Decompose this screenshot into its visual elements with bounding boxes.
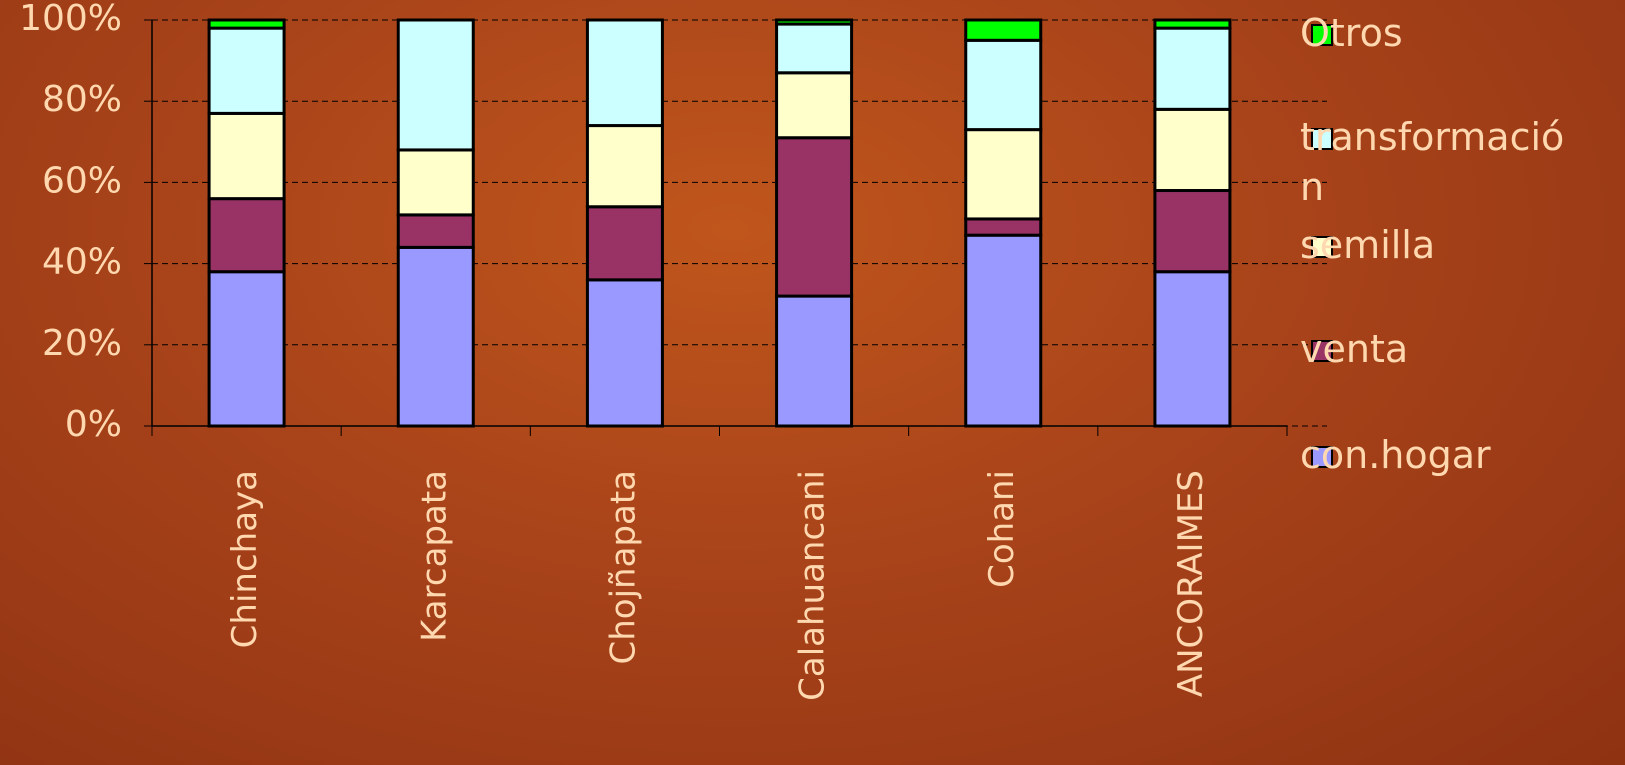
y-tick-label: 40% [42, 242, 122, 283]
x-tick-label: Chinchaya [225, 470, 265, 648]
y-tick-label: 20% [42, 323, 122, 364]
legend-label: semilla [1300, 223, 1436, 267]
bar-segment [207, 111, 286, 201]
bar-segment [396, 245, 475, 428]
bar-segment [207, 26, 286, 115]
bar-segment [775, 18, 854, 26]
bar-segment [775, 136, 854, 298]
y-tick-label: 0% [65, 404, 122, 445]
legend-label: transformación [1300, 115, 1565, 209]
legend-label: Otros [1300, 11, 1403, 55]
bar-segment [964, 128, 1043, 221]
legend-swatch [1311, 340, 1333, 362]
bar-segment [1153, 107, 1232, 193]
bar-segment [964, 18, 1043, 42]
legend-swatch [1311, 236, 1333, 258]
legend-swatch [1311, 128, 1333, 150]
bar-segment [775, 71, 854, 140]
bar-segment [396, 213, 475, 249]
y-tick-label: 80% [42, 79, 122, 120]
bar-segment [1153, 18, 1232, 30]
bar-segment [964, 233, 1043, 428]
bar-segment [775, 294, 854, 428]
legend-label: venta [1300, 327, 1409, 371]
bar-segment [775, 22, 854, 75]
bar-segment [585, 278, 664, 428]
legend-label: con.hogar [1300, 433, 1491, 477]
bar-segment [585, 18, 664, 128]
y-tick-label: 100% [19, 0, 122, 39]
bar-segment [585, 205, 664, 282]
bar-segment [207, 197, 286, 274]
bar-segment [964, 217, 1043, 237]
bar-segment [207, 270, 286, 428]
bar-segment [585, 124, 664, 209]
x-tick-label: ANCORAIMES [1171, 470, 1211, 697]
y-tick-label: 60% [42, 160, 122, 201]
bar-segment [1153, 26, 1232, 111]
x-tick-label: Calahuancani [793, 470, 833, 701]
legend-swatch [1311, 24, 1333, 46]
x-tick-label: Cohani [982, 470, 1022, 588]
bar-segment [1153, 189, 1232, 274]
bar-segment [396, 18, 475, 152]
bar-segment [207, 18, 286, 30]
bar-segment [964, 38, 1043, 132]
x-tick-label: Karcapata [414, 470, 454, 642]
bar-segment [1153, 270, 1232, 428]
bar-segment [396, 148, 475, 217]
x-tick-label: Chojñapata [603, 470, 643, 665]
legend-swatch [1311, 446, 1333, 468]
